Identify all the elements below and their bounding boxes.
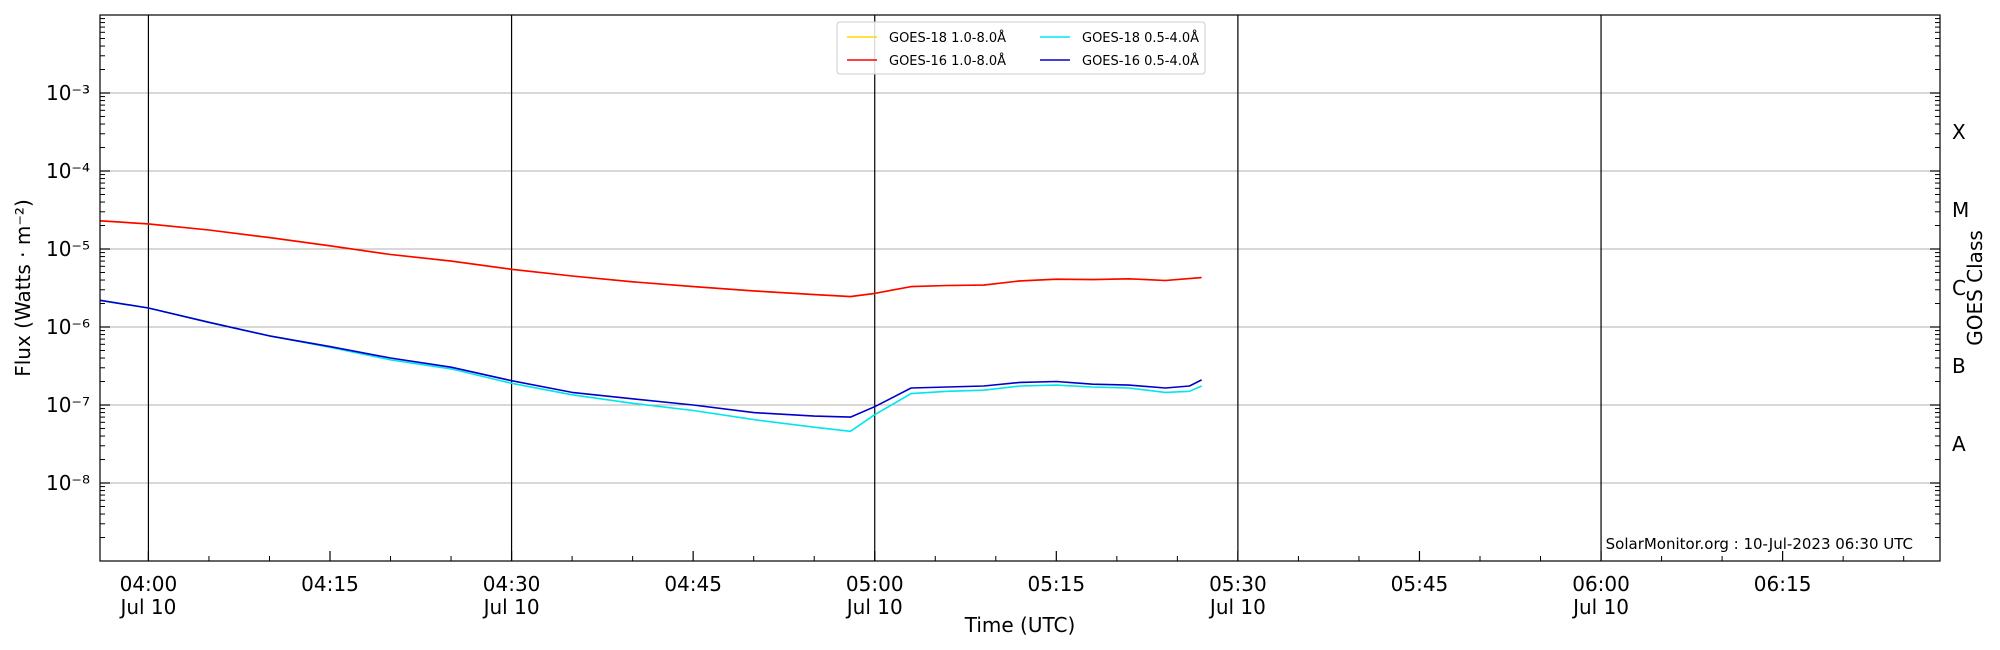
- legend-label: GOES-16 1.0-8.0Å: [889, 53, 1006, 69]
- class-label-c: C: [1952, 276, 1966, 300]
- legend-label: GOES-16 0.5-4.0Å: [1082, 53, 1199, 69]
- goes-class-labels: A B C M X: [1952, 120, 1969, 456]
- y-tick-label: 10⁻⁴: [46, 159, 90, 183]
- y-axis-title: Flux (Watts · m⁻²): [11, 199, 35, 377]
- x-axis-title: Time (UTC): [964, 613, 1076, 637]
- x-tick-date-label: Jul 10: [845, 595, 903, 619]
- legend-label: GOES-18 0.5-4.0Å: [1082, 30, 1199, 46]
- series-lines: [99, 220, 1202, 433]
- x-tick-date-label: Jul 10: [1208, 595, 1266, 619]
- x-tick-label: 04:15: [301, 572, 359, 596]
- x-tick-label: 05:00: [846, 572, 904, 596]
- y-tick-label: 10⁻⁷: [46, 393, 90, 417]
- x-tick-label: 05:45: [1391, 572, 1449, 596]
- goes-class-axis-title: GOES Class: [1963, 230, 1987, 346]
- x-tick-label: 04:30: [483, 572, 541, 596]
- y-tick-label: 10⁻³: [46, 81, 90, 105]
- y-tick-label: 10⁻⁶: [46, 315, 90, 339]
- series-line-2: [99, 220, 1202, 298]
- class-label-m: M: [1952, 198, 1969, 222]
- class-label-a: A: [1952, 432, 1966, 456]
- x-tick-label: 05:15: [1027, 572, 1085, 596]
- credit-annotation: SolarMonitor.org : 10-Jul-2023 06:30 UTC: [1606, 535, 1913, 553]
- x-tick-date-label: Jul 10: [1571, 595, 1629, 619]
- y-tick-label: 10⁻⁸: [46, 471, 90, 495]
- series-line-4: [99, 299, 1202, 418]
- legend-label: GOES-18 1.0-8.0Å: [889, 30, 1006, 46]
- x-tick-date-label: Jul 10: [482, 595, 540, 619]
- x-tick-label: 05:30: [1209, 572, 1267, 596]
- x-tick-label: 04:00: [120, 572, 178, 596]
- class-label-b: B: [1952, 354, 1966, 378]
- class-label-x: X: [1952, 120, 1966, 144]
- y-tick-label: 10⁻⁵: [46, 237, 90, 261]
- legend-box: [836, 21, 1206, 75]
- series-line-1: [99, 220, 1202, 298]
- x-tick-label: 06:15: [1754, 572, 1812, 596]
- plot-frame: [99, 14, 1941, 562]
- series-line-3: [99, 299, 1202, 433]
- x-tick-label: 06:00: [1572, 572, 1630, 596]
- legend: GOES-18 1.0-8.0Å GOES-18 0.5-4.0Å GOES-16 …: [836, 21, 1206, 75]
- x-tick-date-label: Jul 10: [118, 595, 176, 619]
- grid: [100, 15, 1940, 561]
- x-tick-label: 04:45: [664, 572, 722, 596]
- y-tick-labels: 10⁻⁸ 10⁻⁷ 10⁻⁶ 10⁻⁵ 10⁻⁴ 10⁻³: [46, 81, 90, 495]
- axis-ticks: [100, 18, 1940, 561]
